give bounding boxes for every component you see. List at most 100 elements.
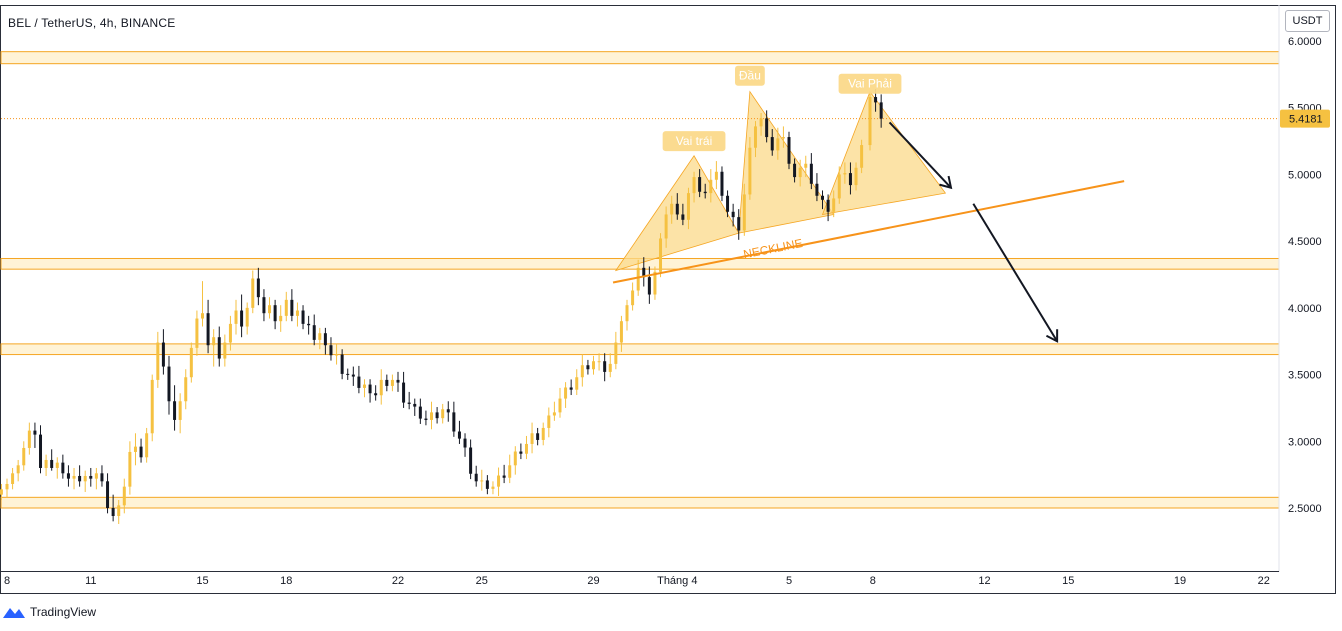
candle-body bbox=[340, 354, 344, 374]
candle-body bbox=[268, 305, 272, 314]
candle-body bbox=[83, 475, 87, 482]
time-axis: 8 11 15 18 22 25 29 Tháng 4 5 8 12 15 19 22 bbox=[4, 575, 1270, 587]
candle-body bbox=[580, 365, 584, 378]
candle bbox=[268, 297, 272, 319]
candle-body bbox=[122, 486, 126, 506]
candle bbox=[273, 299, 277, 330]
candle bbox=[619, 315, 623, 352]
candle-body bbox=[469, 447, 473, 474]
candle bbox=[245, 302, 249, 335]
candle-body bbox=[879, 102, 883, 119]
candle-body bbox=[608, 363, 612, 372]
candle bbox=[474, 465, 478, 487]
candle bbox=[189, 342, 193, 383]
candle bbox=[357, 365, 361, 394]
candle bbox=[251, 270, 255, 314]
candle bbox=[66, 465, 70, 487]
time-tick: 19 bbox=[1174, 575, 1186, 587]
candle bbox=[821, 190, 825, 210]
candle-body bbox=[295, 310, 299, 316]
candle bbox=[463, 433, 467, 457]
candle-body bbox=[50, 459, 54, 468]
candle-body bbox=[402, 382, 406, 403]
candle bbox=[55, 457, 59, 479]
candle bbox=[228, 315, 232, 351]
candle-body bbox=[776, 138, 780, 151]
candle bbox=[485, 475, 489, 495]
candle-body bbox=[407, 402, 411, 404]
pattern-label-bg bbox=[838, 73, 902, 94]
candle-body bbox=[698, 177, 702, 192]
candle bbox=[217, 326, 221, 367]
candle bbox=[625, 299, 629, 331]
tradingview-icon bbox=[3, 608, 25, 618]
candle bbox=[631, 282, 635, 311]
candle-body bbox=[804, 163, 808, 168]
candle bbox=[16, 459, 20, 482]
candle bbox=[318, 327, 322, 350]
candle-body bbox=[106, 481, 110, 508]
time-tick: 18 bbox=[280, 575, 292, 587]
candle-body bbox=[100, 473, 104, 482]
candle-body bbox=[33, 430, 37, 435]
candle-body bbox=[703, 191, 707, 194]
currency-button[interactable]: USDT bbox=[1285, 10, 1330, 32]
candle-body bbox=[256, 278, 260, 298]
candle bbox=[385, 374, 389, 392]
candle bbox=[390, 374, 394, 392]
candle-body bbox=[564, 387, 568, 399]
candle-body bbox=[720, 171, 724, 196]
candle bbox=[279, 305, 283, 332]
candle bbox=[295, 302, 299, 327]
candle bbox=[128, 441, 132, 495]
arrow-shaft bbox=[972, 203, 1058, 342]
candle bbox=[173, 385, 177, 431]
candle-body bbox=[430, 412, 434, 420]
symbol-title[interactable]: BEL / TetherUS, 4h, BINANCE bbox=[8, 16, 176, 30]
candle-body bbox=[206, 313, 210, 346]
candle bbox=[848, 162, 852, 195]
candle-body bbox=[323, 333, 327, 346]
candle-body bbox=[480, 480, 484, 482]
pattern-label-text: Vai Phải bbox=[848, 77, 892, 91]
candle bbox=[670, 195, 674, 224]
candle-body bbox=[686, 193, 690, 220]
arrow-head bbox=[1045, 329, 1059, 343]
candle bbox=[72, 467, 76, 490]
candle bbox=[413, 398, 417, 416]
candle bbox=[541, 422, 545, 446]
candle bbox=[11, 467, 15, 490]
candle-body bbox=[362, 384, 366, 388]
candle-body bbox=[318, 333, 322, 340]
candle bbox=[351, 366, 355, 386]
price-tick: 3.5000 bbox=[1288, 370, 1322, 382]
candle bbox=[346, 368, 350, 380]
candle-body bbox=[312, 325, 316, 340]
candle-body bbox=[664, 214, 668, 239]
candle bbox=[195, 310, 199, 356]
candle bbox=[597, 353, 601, 371]
candle bbox=[731, 203, 735, 227]
candle bbox=[167, 355, 171, 415]
candle-body bbox=[603, 361, 607, 372]
candle bbox=[424, 410, 428, 426]
candle bbox=[737, 209, 741, 240]
candle bbox=[698, 169, 702, 198]
candle-body bbox=[390, 379, 394, 386]
tradingview-logo[interactable]: TradingView bbox=[2, 603, 96, 621]
candle bbox=[854, 162, 858, 191]
candle-body bbox=[262, 297, 266, 314]
candle bbox=[798, 159, 802, 187]
candle-body bbox=[452, 412, 456, 432]
candle-body bbox=[832, 198, 836, 212]
last-price-tag-bg bbox=[1280, 109, 1330, 128]
candle-body bbox=[524, 443, 528, 454]
candle-body bbox=[189, 347, 193, 378]
candle-body bbox=[874, 97, 878, 103]
candle-body bbox=[843, 173, 847, 175]
candle-body bbox=[502, 475, 506, 478]
candle-body bbox=[659, 238, 663, 272]
candle bbox=[608, 353, 612, 378]
candle-body bbox=[27, 430, 31, 448]
